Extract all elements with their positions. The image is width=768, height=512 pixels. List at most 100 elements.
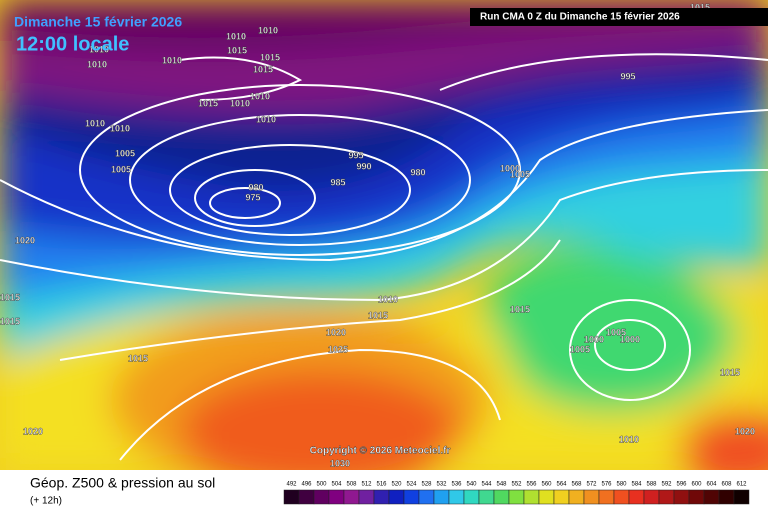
scale-label: 544 <box>481 482 492 488</box>
scale-label: 508 <box>346 482 357 488</box>
scale-label: 604 <box>706 482 717 488</box>
scale-cell <box>553 489 570 505</box>
isobar-label: 1015 <box>227 45 247 55</box>
isobar-label: 1015 <box>128 353 148 363</box>
scale-cell <box>463 489 480 505</box>
run: Run CMA 0 Z du Dimanche 15 février 2026 <box>480 12 680 23</box>
isobar-label: 1015 <box>368 310 388 320</box>
scale-label: 504 <box>331 482 342 488</box>
isobar-label: 1005 <box>111 164 131 174</box>
isobar-label: 995 <box>348 150 363 160</box>
isobar-label: 995 <box>620 71 635 81</box>
scale-label: 492 <box>286 482 297 488</box>
scale-cell <box>373 489 390 505</box>
isobar-label: 1010 <box>162 55 182 65</box>
scale-cell <box>718 489 735 505</box>
isobar-label: 1015 <box>198 98 218 108</box>
isobar-label: 1015 <box>0 292 20 302</box>
isobar-label: 1005 <box>115 148 135 158</box>
scale-cell <box>568 489 585 505</box>
isobar-label: 1010 <box>619 434 639 444</box>
scale-cell <box>313 489 330 505</box>
isobar-labels: 1010 1010 1015 1010 1010 1010 1015 1015 1015 1010… <box>0 2 755 468</box>
footer-lead: (+ 12h) <box>30 496 62 507</box>
scale-cell <box>508 489 525 505</box>
isobar-label: 1015 <box>720 367 740 377</box>
scale-cell <box>628 489 645 505</box>
scale-label: 524 <box>406 482 417 488</box>
scale-cell <box>388 489 405 505</box>
scale-label: 528 <box>421 482 432 488</box>
geopotential-field: 1010 1010 1015 1010 1010 1010 1015 1015 1015 1010… <box>0 0 768 470</box>
scale-cell <box>433 489 450 505</box>
scale-label: 596 <box>676 482 687 488</box>
scale-cell <box>328 489 345 505</box>
isobar-label: 980 <box>248 182 263 192</box>
scale-label: 556 <box>526 482 537 488</box>
scale-label: 584 <box>631 482 642 488</box>
scale-label: 552 <box>511 482 522 488</box>
scale-label: 536 <box>451 482 462 488</box>
scale-cell <box>703 489 720 505</box>
isobar-label: 1010 <box>110 123 130 133</box>
scale-cell <box>598 489 615 505</box>
isobar-label: 1010 <box>226 31 246 41</box>
isobar-label: 1015 <box>690 2 710 12</box>
isobar-label: 1000 <box>620 334 640 344</box>
isobar-label: 1010 <box>230 98 250 108</box>
scale-cell <box>538 489 555 505</box>
scale-label: 560 <box>541 482 552 488</box>
isobar-label: 1005 <box>570 344 590 354</box>
scale-label: 500 <box>316 482 327 488</box>
isobar-label: 1020 <box>15 235 35 245</box>
scale-label: 576 <box>601 482 612 488</box>
scale-label: 520 <box>391 482 402 488</box>
isobar-label: 1010 <box>87 59 107 69</box>
time: 12:00 locale <box>16 33 129 55</box>
isobar-label: 980 <box>410 167 425 177</box>
isobar-label: 1020 <box>326 327 346 337</box>
scale-label: 588 <box>646 482 657 488</box>
isobar-label: 1020 <box>735 426 755 436</box>
scale-cell <box>448 489 465 505</box>
scale-label: 608 <box>721 482 732 488</box>
copyright: Copyright © 2026 Meteociel.fr <box>310 446 451 457</box>
scale-cell <box>493 489 510 505</box>
scale-label: 532 <box>436 482 447 488</box>
scale-cell <box>418 489 435 505</box>
color-scale: 492 496 500 504 508 512 516 520 524 528 532 536 540 5… <box>283 482 750 505</box>
isobar-label: 1020 <box>23 426 43 436</box>
isobar-label: 1000 <box>584 334 604 344</box>
scale-label: 564 <box>556 482 567 488</box>
isobar-label: 1015 <box>253 64 273 74</box>
isobar-label: 985 <box>330 177 345 187</box>
scale-label: 612 <box>736 482 747 488</box>
scale-cell <box>688 489 705 505</box>
scale-cell <box>478 489 495 505</box>
scale-cell <box>358 489 375 505</box>
scale-label: 580 <box>616 482 627 488</box>
isobar-label: 1015 <box>0 316 20 326</box>
scale-cell <box>283 489 300 505</box>
scale-cell <box>523 489 540 505</box>
isobar-label: 1010 <box>85 118 105 128</box>
isobar-label: 1005 <box>510 169 530 179</box>
scale-label: 496 <box>301 482 312 488</box>
isobar-label: 1015 <box>260 52 280 62</box>
isobar-label: 1000 <box>500 163 520 173</box>
isobar-label: 1025 <box>328 344 348 354</box>
scale-cell <box>643 489 660 505</box>
scale-cell <box>583 489 600 505</box>
isobar-label: 1010 <box>89 44 109 54</box>
scale-cell <box>658 489 675 505</box>
isobar-label: 990 <box>356 161 371 171</box>
isobar-label: 1005 <box>606 327 626 337</box>
scale-cell <box>298 489 315 505</box>
footer-title: Géop. Z500 & pression au sol <box>30 475 215 491</box>
scale-cell <box>733 489 750 505</box>
scale-label: 600 <box>691 482 702 488</box>
date: Dimanche 15 février 2026 <box>14 14 182 30</box>
isobar-label: 1030 <box>330 458 350 468</box>
